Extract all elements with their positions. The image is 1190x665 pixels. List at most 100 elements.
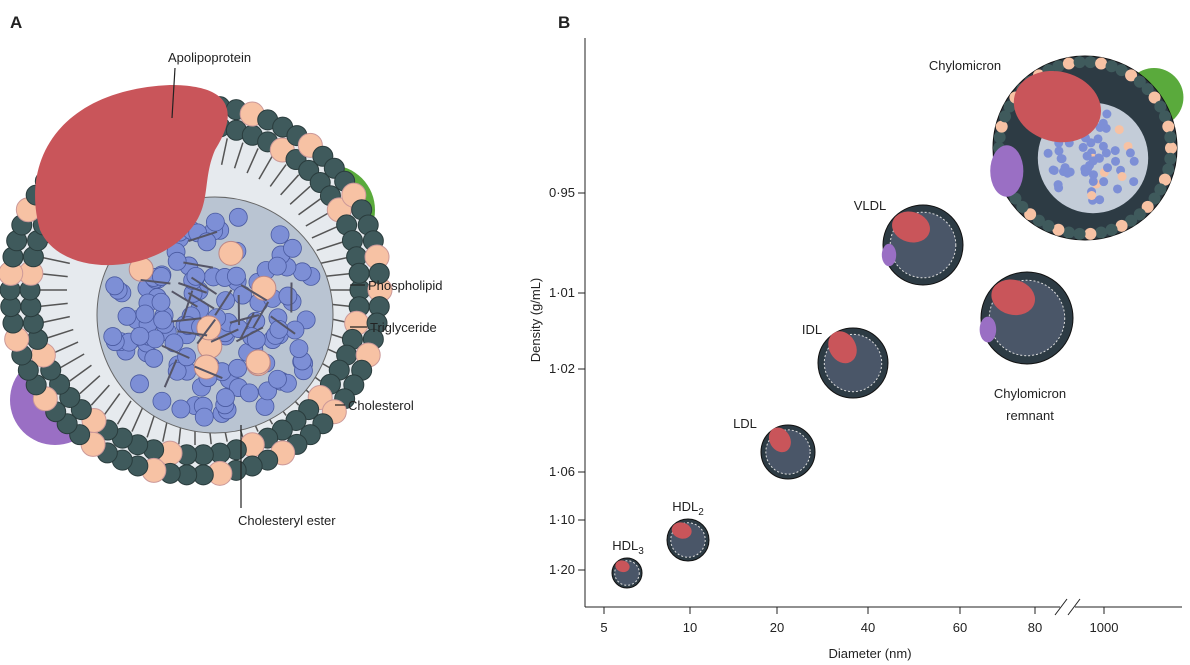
ester bbox=[168, 252, 186, 270]
label-main: LDL bbox=[733, 416, 757, 431]
ester bbox=[1118, 172, 1127, 181]
ester bbox=[1102, 109, 1111, 118]
y-tick-label: 1·06 bbox=[549, 464, 575, 479]
particle-label: Chylomicron bbox=[994, 386, 1066, 401]
ester bbox=[104, 328, 122, 346]
ester bbox=[1087, 191, 1096, 200]
triglyceride-head bbox=[252, 276, 276, 300]
surface-lipid bbox=[1165, 142, 1177, 154]
annotation: Cholesteryl ester bbox=[238, 513, 336, 528]
panel-label: A bbox=[10, 13, 22, 32]
surface-lipid bbox=[1074, 228, 1086, 240]
y-tick-label: 1·02 bbox=[549, 361, 575, 376]
ester bbox=[1099, 142, 1108, 151]
ester bbox=[1111, 157, 1120, 166]
triglyceride-head bbox=[219, 241, 243, 265]
ester bbox=[229, 359, 247, 377]
ester bbox=[229, 208, 247, 226]
x-tick-label: 5 bbox=[600, 620, 607, 635]
label-main: HDL bbox=[612, 538, 638, 553]
particle-label: LDL bbox=[733, 416, 757, 431]
ester bbox=[106, 277, 124, 295]
surface-lipid bbox=[1164, 153, 1176, 165]
surface-lipid bbox=[1052, 60, 1064, 72]
panel-label: B bbox=[558, 13, 570, 32]
ester bbox=[1099, 119, 1108, 128]
ester bbox=[256, 397, 274, 415]
y-axis-title: Density (g/mL) bbox=[528, 278, 543, 363]
label-main: VLDL bbox=[854, 198, 887, 213]
ester bbox=[268, 370, 286, 388]
surface-lipid bbox=[996, 121, 1008, 133]
ester bbox=[227, 267, 245, 285]
ester bbox=[1095, 195, 1104, 204]
label-main: HDL bbox=[672, 499, 698, 514]
ester bbox=[153, 392, 171, 410]
ester bbox=[152, 293, 170, 311]
ester bbox=[1126, 148, 1135, 157]
x-tick-label: 20 bbox=[770, 620, 784, 635]
ester bbox=[1044, 149, 1053, 158]
x-tick-label: 10 bbox=[683, 620, 697, 635]
ester bbox=[1094, 153, 1103, 162]
ester bbox=[136, 305, 154, 323]
surface-lipid bbox=[1095, 226, 1107, 238]
ester bbox=[1099, 177, 1108, 186]
ester bbox=[1130, 157, 1139, 166]
phospholipid bbox=[349, 263, 369, 283]
particle-label: VLDL bbox=[854, 198, 887, 213]
triglyceride-head bbox=[246, 350, 270, 374]
annotation: Phospholipid bbox=[368, 278, 442, 293]
y-tick-label: 0·95 bbox=[549, 185, 575, 200]
surface-lipid bbox=[1084, 228, 1096, 240]
label-sub: 2 bbox=[698, 507, 704, 518]
ester bbox=[187, 267, 205, 285]
particle-label: remnant bbox=[1006, 408, 1054, 423]
figure: ApolipoproteinPhospholipidTriglycerideCh… bbox=[0, 0, 1190, 665]
ester bbox=[1054, 146, 1063, 155]
purple-apoprotein bbox=[990, 145, 1023, 197]
surface-lipid bbox=[1162, 163, 1174, 175]
surface-lipid bbox=[1074, 56, 1086, 68]
ester bbox=[131, 327, 149, 345]
ester bbox=[240, 384, 258, 402]
y-tick-label: 1·20 bbox=[549, 562, 575, 577]
ester bbox=[1115, 125, 1124, 134]
ester bbox=[1103, 163, 1112, 172]
label-main: Chylomicron bbox=[929, 58, 1001, 73]
y-tick-label: 1·10 bbox=[549, 512, 575, 527]
surface-lipid bbox=[1106, 224, 1118, 236]
ester bbox=[172, 400, 190, 418]
ester bbox=[271, 226, 289, 244]
ester bbox=[1057, 154, 1066, 163]
label-main: IDL bbox=[802, 322, 822, 337]
surface-lipid bbox=[1063, 226, 1075, 238]
label-sub: 3 bbox=[638, 546, 644, 557]
annotation: Triglyceride bbox=[370, 320, 437, 335]
surface-lipid bbox=[1159, 110, 1171, 122]
x-axis-title: Diameter (nm) bbox=[828, 646, 911, 661]
ester bbox=[118, 307, 136, 325]
ester bbox=[206, 213, 224, 231]
panel-a: ApolipoproteinPhospholipidTriglycerideCh… bbox=[0, 50, 442, 528]
surface-lipid bbox=[1162, 121, 1174, 133]
ester bbox=[1113, 184, 1122, 193]
particle-label: IDL bbox=[802, 322, 822, 337]
surface-lipid bbox=[994, 131, 1006, 143]
ester bbox=[1111, 146, 1120, 155]
purple-apoprotein bbox=[882, 244, 896, 266]
ester bbox=[1050, 166, 1059, 175]
ester bbox=[1061, 163, 1070, 172]
ester bbox=[216, 389, 234, 407]
ester bbox=[145, 349, 163, 367]
ester bbox=[290, 340, 308, 358]
ester bbox=[1079, 143, 1088, 152]
particle-label: HDL3 bbox=[612, 538, 644, 557]
surface-lipid bbox=[1063, 58, 1075, 70]
ester bbox=[131, 375, 149, 393]
x-tick-label: 40 bbox=[861, 620, 875, 635]
ester bbox=[1089, 177, 1098, 186]
surface-lipid bbox=[1084, 56, 1096, 68]
ester bbox=[283, 239, 301, 257]
